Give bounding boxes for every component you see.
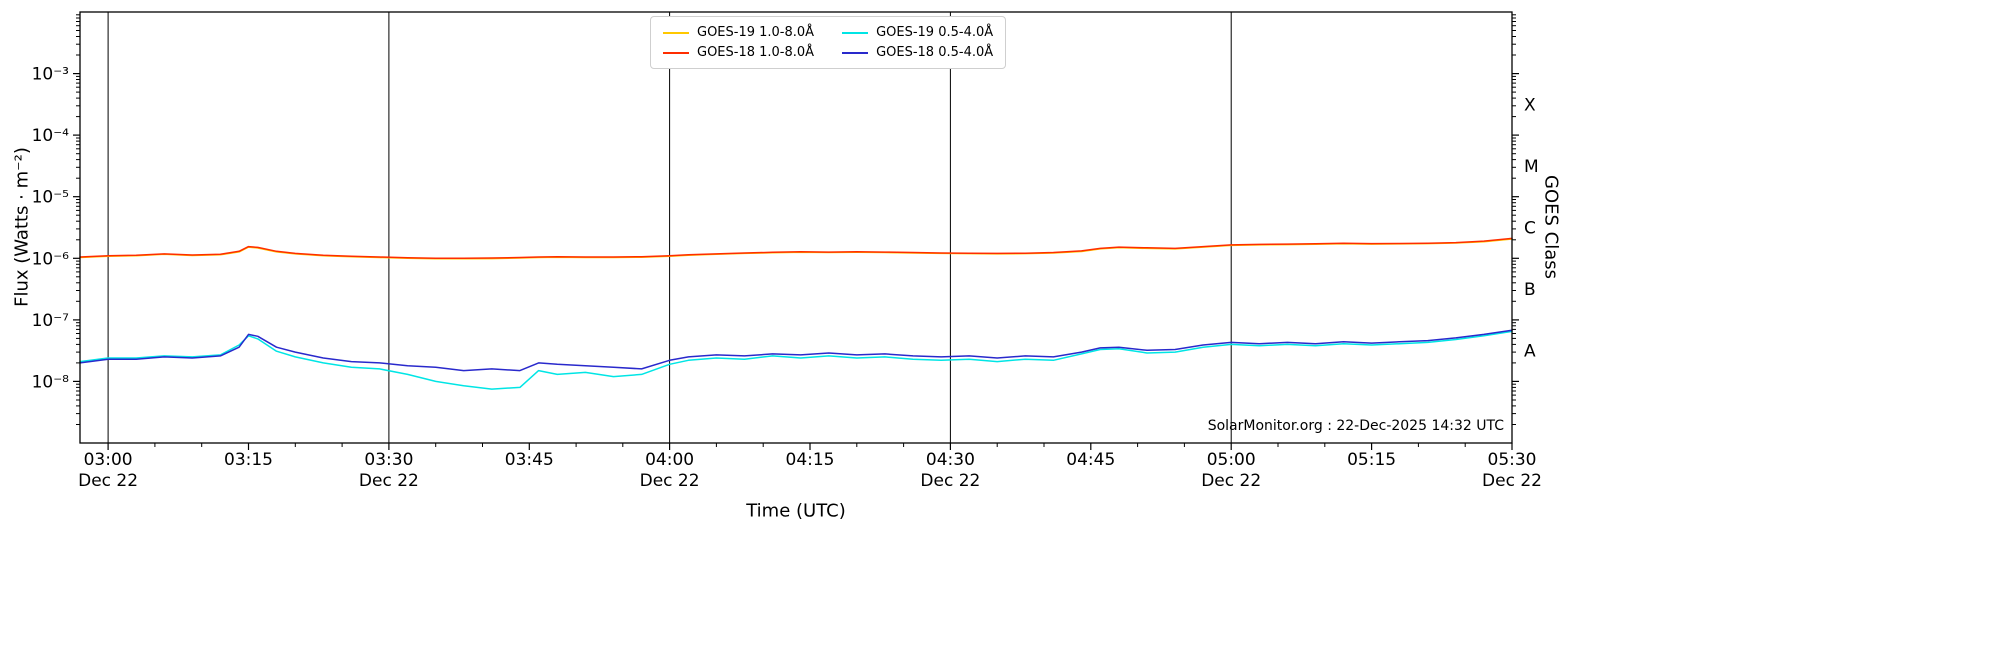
legend-item-goes19-short: GOES-19 0.5-4.0Å bbox=[842, 24, 993, 41]
gridlines-group bbox=[107, 12, 1513, 443]
x-date-label: Dec 22 bbox=[640, 471, 700, 491]
y-tick-label: 10⁻⁷ bbox=[32, 311, 70, 331]
series-line-2 bbox=[79, 330, 1513, 390]
y-tick-label: 10⁻⁶ bbox=[32, 249, 70, 269]
y-tick-label: 10⁻⁸ bbox=[32, 372, 70, 392]
x-tick-label: 03:45 bbox=[505, 450, 554, 470]
legend-label-goes18-short: GOES-18 0.5-4.0Å bbox=[876, 45, 994, 60]
y-tick-label: 10⁻⁵ bbox=[32, 188, 69, 208]
legend-swatch-goes18-long bbox=[663, 51, 689, 54]
goes-class-letter: M bbox=[1524, 157, 1539, 177]
y-axis-label-flux: Flux (Watts · m⁻²) bbox=[11, 147, 33, 307]
x-date-label: Dec 22 bbox=[920, 471, 980, 491]
x-date-label: Dec 22 bbox=[1482, 471, 1542, 491]
x-tick-label: 05:00 bbox=[1207, 450, 1256, 470]
x-tick-label: 04:30 bbox=[926, 450, 975, 470]
x-tick-label: 05:30 bbox=[1488, 450, 1537, 470]
x-date-label: Dec 22 bbox=[359, 471, 419, 491]
series-line-3 bbox=[79, 329, 1513, 372]
legend-label-goes19-short: GOES-19 0.5-4.0Å bbox=[876, 25, 994, 40]
x-tick-label: 03:00 bbox=[84, 450, 133, 470]
y-tick-label: 10⁻⁴ bbox=[32, 126, 70, 146]
x-date-label: Dec 22 bbox=[1201, 471, 1261, 491]
legend-label-goes18-long: GOES-18 1.0-8.0Å bbox=[697, 45, 815, 60]
watermark-text: SolarMonitor.org : 22-Dec-2025 14:32 UTC bbox=[1208, 418, 1505, 434]
goes-class-letter: A bbox=[1524, 342, 1536, 362]
x-date-label: Dec 22 bbox=[78, 471, 138, 491]
series-line-0 bbox=[79, 238, 1513, 260]
goes-class-letter: B bbox=[1524, 280, 1536, 300]
x-tick-label: 04:00 bbox=[645, 450, 694, 470]
x-tick-label: 04:45 bbox=[1066, 450, 1115, 470]
plot-border bbox=[79, 11, 1513, 444]
goes-class-letter: C bbox=[1524, 219, 1536, 239]
legend-label-goes19-long: GOES-19 1.0-8.0Å bbox=[697, 25, 815, 40]
x-tick-label: 05:15 bbox=[1347, 450, 1396, 470]
series-group bbox=[79, 237, 1513, 390]
legend-swatch-goes19-long bbox=[663, 31, 689, 34]
series-line-1 bbox=[79, 237, 1513, 260]
legend-swatch-goes18-short bbox=[842, 51, 869, 54]
legend-item-goes19-long: GOES-19 1.0-8.0Å bbox=[663, 24, 814, 41]
x-axis-label-time: Time (UTC) bbox=[746, 500, 846, 522]
y-axis-label-goes-class: GOES Class bbox=[1540, 175, 1562, 279]
legend: GOES-19 1.0-8.0Å GOES-19 0.5-4.0Å GOES-1… bbox=[650, 16, 1007, 69]
x-tick-label: 03:15 bbox=[224, 450, 273, 470]
x-tick-label: 04:15 bbox=[786, 450, 835, 470]
legend-item-goes18-long: GOES-18 1.0-8.0Å bbox=[663, 44, 814, 61]
goes-class-letter: X bbox=[1524, 95, 1536, 115]
x-tick-label: 03:30 bbox=[364, 450, 413, 470]
legend-swatch-goes19-short bbox=[842, 31, 869, 34]
y-tick-label: 10⁻³ bbox=[32, 65, 69, 85]
legend-item-goes18-short: GOES-18 0.5-4.0Å bbox=[842, 44, 993, 61]
